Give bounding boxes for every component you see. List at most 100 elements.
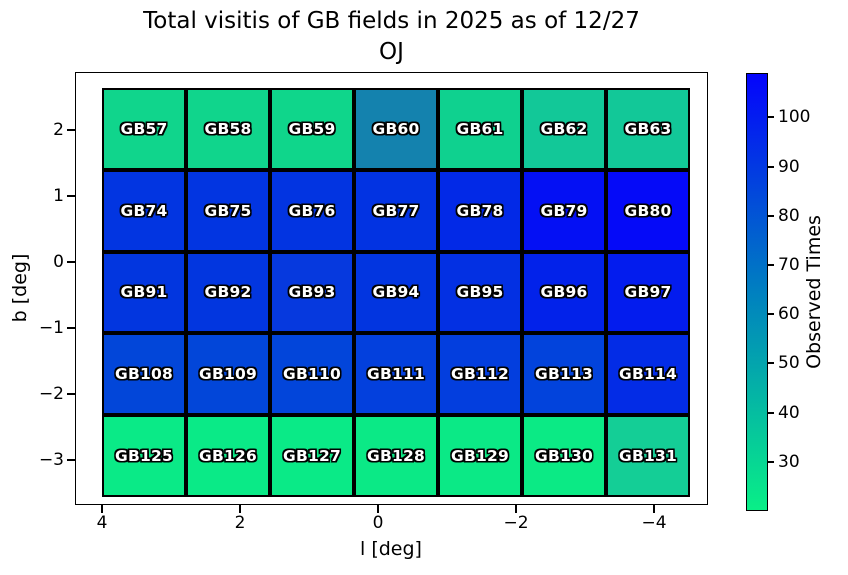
field-cell-label: GB126 <box>199 447 257 466</box>
field-cell-label: GB76 <box>288 201 336 220</box>
field-cell: GB74 <box>102 169 186 252</box>
x-tick-mark <box>515 505 517 513</box>
colorbar-tick-mark <box>768 411 774 414</box>
y-tick-label: −3 <box>38 450 64 470</box>
colorbar-label: Observed Times <box>803 215 825 369</box>
colorbar-tick-mark <box>768 263 774 266</box>
x-tick-mark <box>239 505 241 513</box>
field-cell-label: GB92 <box>204 283 252 302</box>
field-cell-label: GB128 <box>367 447 425 466</box>
colorbar-tick-label: 30 <box>778 451 800 472</box>
field-cell: GB77 <box>354 169 438 252</box>
colorbar-tick-label: 50 <box>778 353 800 374</box>
field-cell: GB76 <box>270 169 354 252</box>
colorbar-tick-mark <box>768 214 774 217</box>
field-cell-label: GB127 <box>283 447 341 466</box>
colorbar-tick-label: 90 <box>778 156 800 177</box>
field-cell-label: GB60 <box>372 119 420 138</box>
field-cell: GB109 <box>186 333 270 416</box>
y-tick-label: −2 <box>38 384 64 404</box>
field-cell-label: GB63 <box>624 119 672 138</box>
field-cell: GB125 <box>102 415 186 497</box>
field-cell: GB110 <box>270 333 354 416</box>
field-cell: GB80 <box>606 169 690 252</box>
field-grid: GB57 GB58 GB59 GB60 GB61 GB62 GB63 GB74 GB75 GB76… <box>102 88 690 497</box>
colorbar-tick-mark <box>768 165 774 168</box>
field-cell: GB61 <box>438 88 522 170</box>
field-cell-label: GB95 <box>456 283 504 302</box>
field-cell: GB95 <box>438 251 522 334</box>
field-cell: GB112 <box>438 333 522 416</box>
field-cell: GB62 <box>522 88 606 170</box>
field-cell-label: GB113 <box>535 365 593 384</box>
field-cell: GB60 <box>354 88 438 170</box>
field-cell: GB92 <box>186 251 270 334</box>
y-tick-mark <box>67 327 75 329</box>
x-axis-label: l [deg] <box>360 538 422 560</box>
chart-title-line1: Total visitis of GB fields in 2025 as of… <box>143 8 640 34</box>
chart-title: Total visitis of GB fields in 2025 as of… <box>75 6 708 68</box>
field-cell-label: GB125 <box>115 447 173 466</box>
field-cell-label: GB79 <box>540 201 588 220</box>
field-cell: GB93 <box>270 251 354 334</box>
field-cell-label: GB93 <box>288 283 336 302</box>
y-tick-mark <box>67 459 75 461</box>
field-cell: GB114 <box>606 333 690 416</box>
colorbar-tick-mark <box>768 362 774 365</box>
field-cell: GB97 <box>606 251 690 334</box>
field-cell-label: GB114 <box>619 365 677 384</box>
colorbar-tick-label: 60 <box>778 304 800 325</box>
colorbar-tick-mark <box>768 460 774 463</box>
field-cell-label: GB77 <box>372 201 420 220</box>
y-tick-label: 1 <box>53 186 64 206</box>
field-cell: GB128 <box>354 415 438 497</box>
field-cell-label: GB58 <box>204 119 252 138</box>
colorbar-gradient <box>746 73 768 511</box>
colorbar-tick-label: 100 <box>778 107 811 128</box>
field-cell-label: GB110 <box>283 365 341 384</box>
field-cell-label: GB111 <box>367 365 425 384</box>
field-cell: GB131 <box>606 415 690 497</box>
colorbar-tick-label: 80 <box>778 205 800 226</box>
field-cell: GB78 <box>438 169 522 252</box>
field-cell-label: GB108 <box>115 365 173 384</box>
x-tick-label: −4 <box>641 513 667 533</box>
x-tick-label: −2 <box>503 513 529 533</box>
field-cell-label: GB131 <box>619 447 677 466</box>
field-cell: GB108 <box>102 333 186 416</box>
y-tick-label: 0 <box>53 252 64 272</box>
field-cell: GB57 <box>102 88 186 170</box>
field-cell-label: GB80 <box>624 201 672 220</box>
field-cell-label: GB62 <box>540 119 588 138</box>
field-cell: GB130 <box>522 415 606 497</box>
y-tick-mark <box>67 261 75 263</box>
colorbar-tick-mark <box>768 313 774 316</box>
x-tick-label: 0 <box>372 513 384 533</box>
field-cell: GB96 <box>522 251 606 334</box>
field-cell: GB129 <box>438 415 522 497</box>
y-tick-mark <box>67 393 75 395</box>
field-cell: GB58 <box>186 88 270 170</box>
field-cell-label: GB91 <box>120 283 168 302</box>
field-cell-label: GB75 <box>204 201 252 220</box>
colorbar-tick-mark <box>768 116 774 119</box>
field-cell: GB79 <box>522 169 606 252</box>
field-cell: GB111 <box>354 333 438 416</box>
field-cell-label: GB130 <box>535 447 593 466</box>
field-cell: GB75 <box>186 169 270 252</box>
x-tick-mark <box>653 505 655 513</box>
y-tick-mark <box>67 195 75 197</box>
x-tick-mark <box>377 505 379 513</box>
field-cell-label: GB61 <box>456 119 504 138</box>
field-cell: GB113 <box>522 333 606 416</box>
field-cell-label: GB59 <box>288 119 336 138</box>
y-tick-label: 2 <box>53 120 64 140</box>
field-cell-label: GB78 <box>456 201 504 220</box>
x-tick-label: 4 <box>96 513 108 533</box>
field-cell-label: GB94 <box>372 283 420 302</box>
chart-title-line2: OJ <box>379 39 404 65</box>
y-tick-label: −1 <box>38 318 64 338</box>
colorbar-tick-label: 70 <box>778 254 800 275</box>
y-tick-mark <box>67 129 75 131</box>
